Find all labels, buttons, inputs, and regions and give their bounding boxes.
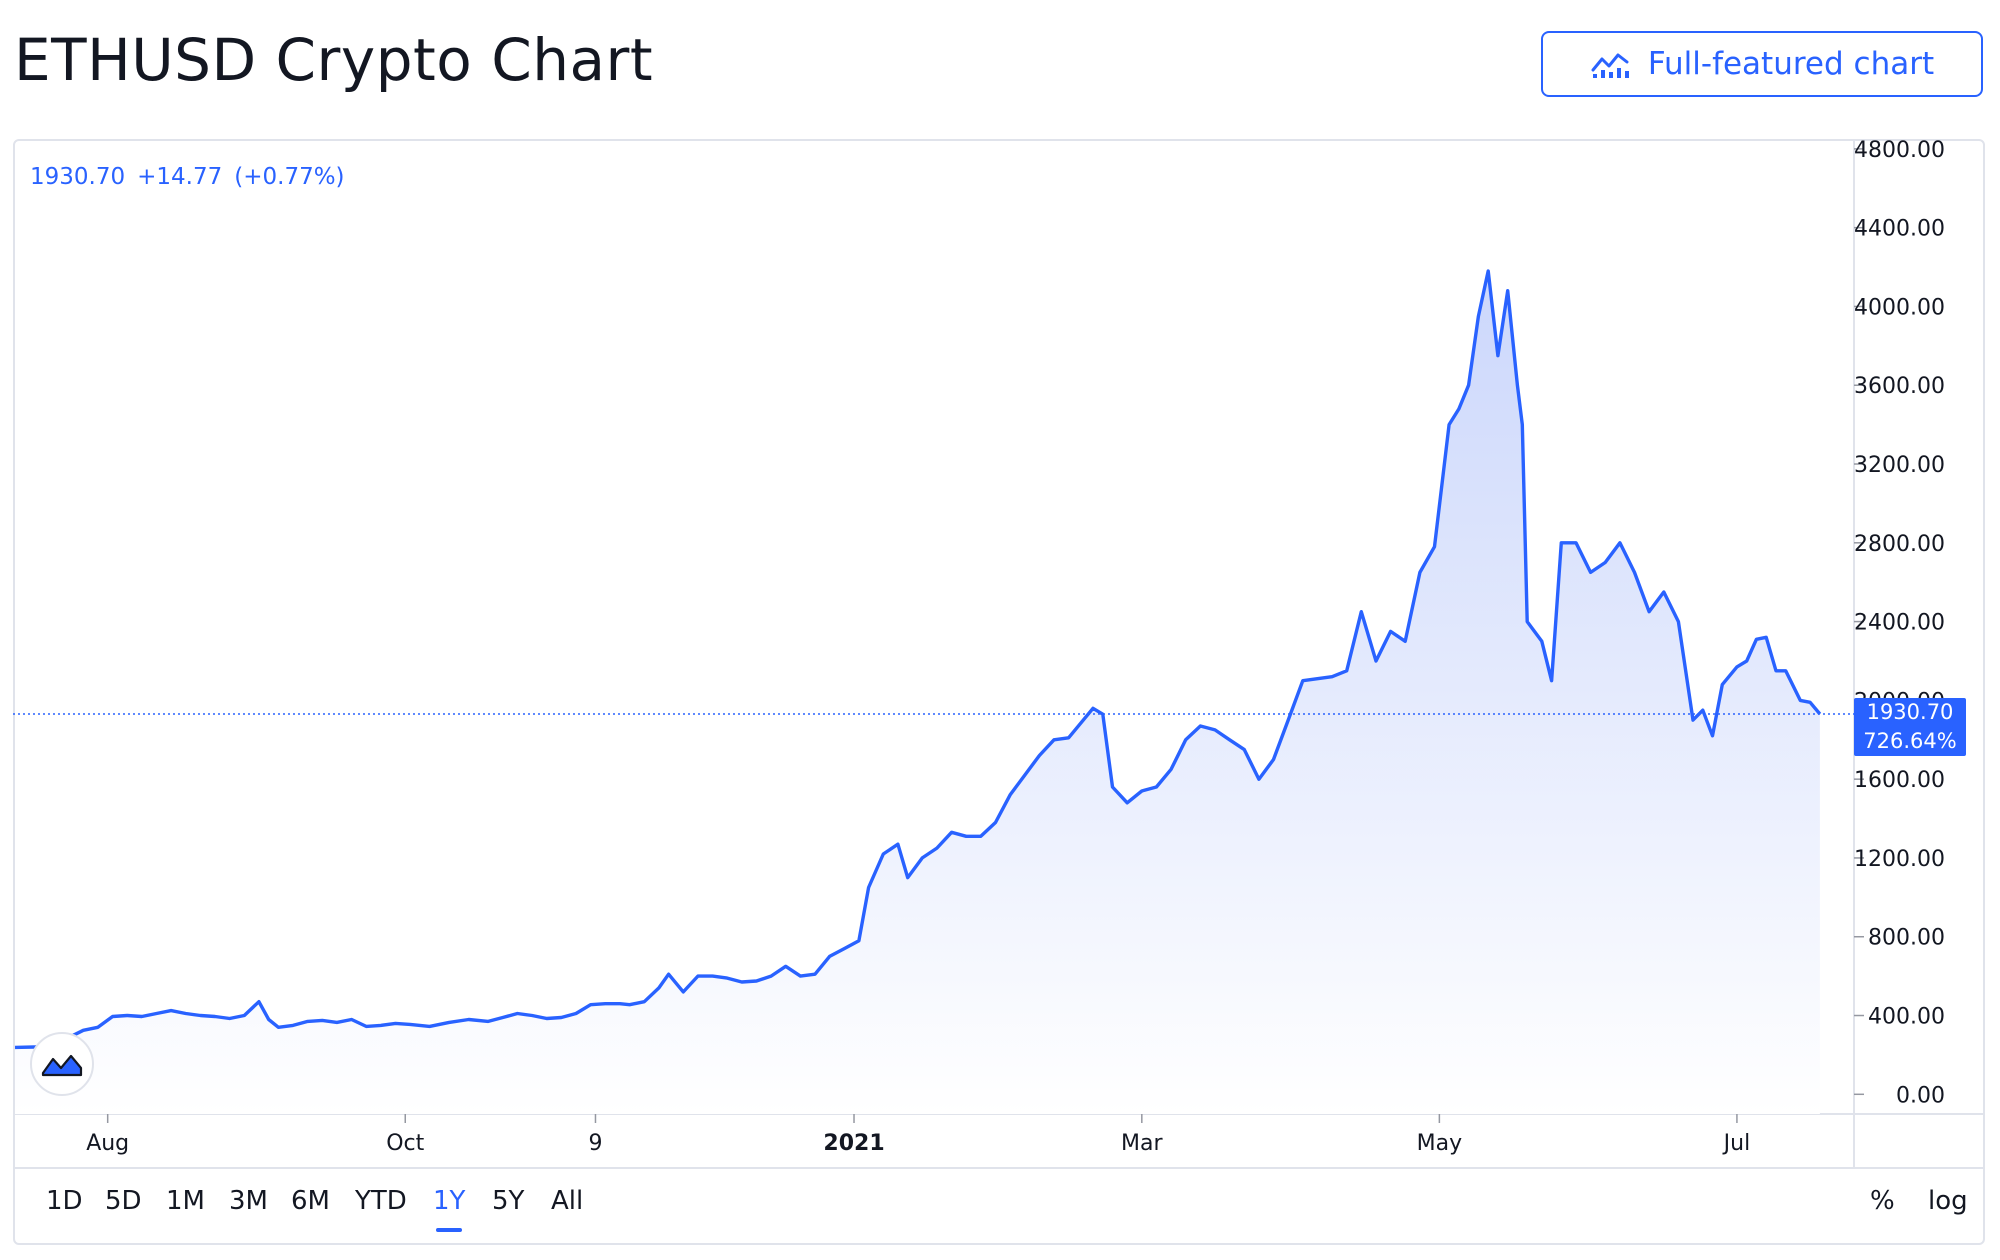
legend-change-pct: (+0.77%)	[234, 164, 345, 190]
timeframe-all[interactable]: All	[551, 1186, 584, 1216]
timeframe-3m[interactable]: 3M	[229, 1186, 268, 1216]
timeframe-5d[interactable]: 5D	[105, 1186, 142, 1216]
chart-icon	[1590, 50, 1630, 78]
x-tick-label: Mar	[1121, 1131, 1163, 1156]
y-tick-label: 1200.00	[1854, 847, 1945, 872]
x-tick-label: May	[1417, 1131, 1462, 1156]
legend-change: +14.77	[137, 164, 223, 190]
timeframe-1y[interactable]: 1Y	[433, 1186, 466, 1232]
y-tick-label: 2800.00	[1854, 532, 1945, 557]
percent-scale-toggle[interactable]: %	[1870, 1186, 1895, 1216]
price-area-fill	[15, 271, 1820, 1114]
y-tick-label: 4000.00	[1854, 295, 1945, 320]
timeframe-ytd[interactable]: YTD	[355, 1186, 407, 1216]
x-tick-label: 9	[588, 1131, 602, 1156]
badge-price: 1930.70	[1866, 700, 1954, 725]
badge-percent: 726.64%	[1863, 729, 1957, 754]
y-tick-label: 2400.00	[1854, 611, 1945, 636]
x-tick-label: 2021	[823, 1131, 884, 1156]
last-price-badge: 1930.70 726.64%	[1854, 698, 1966, 757]
y-tick-label: 3200.00	[1854, 453, 1945, 478]
tradingview-logo-icon[interactable]	[30, 1032, 94, 1096]
x-tick-label: Jul	[1722, 1131, 1751, 1156]
legend-price: 1930.70	[30, 164, 126, 190]
page-title: ETHUSD Crypto Chart	[14, 26, 654, 94]
y-tick-label: 800.00	[1868, 926, 1945, 951]
price-legend: 1930.70 +14.77 (+0.77%)	[30, 164, 345, 190]
timeframe-6m[interactable]: 6M	[291, 1186, 330, 1216]
x-tick-label: Oct	[386, 1131, 424, 1156]
y-tick-label: 0.00	[1896, 1083, 1945, 1108]
full-featured-chart-label: Full-featured chart	[1647, 46, 1935, 82]
y-tick-label: 1600.00	[1854, 768, 1945, 793]
timeframe-1d[interactable]: 1D	[46, 1186, 83, 1216]
full-featured-chart-button[interactable]: Full-featured chart	[1541, 31, 1983, 97]
timeframe-bar	[13, 1167, 1985, 1245]
x-tick-label: Aug	[86, 1131, 129, 1156]
timeframe-5y[interactable]: 5Y	[492, 1186, 525, 1216]
y-tick-label: 3600.00	[1854, 374, 1945, 399]
y-tick-label: 4800.00	[1854, 138, 1945, 163]
price-line	[14, 269, 1822, 1050]
timeframe-1m[interactable]: 1M	[166, 1186, 205, 1216]
log-scale-toggle[interactable]: log	[1928, 1186, 1968, 1216]
y-tick-label: 4400.00	[1854, 217, 1945, 242]
y-tick-label: 400.00	[1868, 1005, 1945, 1030]
